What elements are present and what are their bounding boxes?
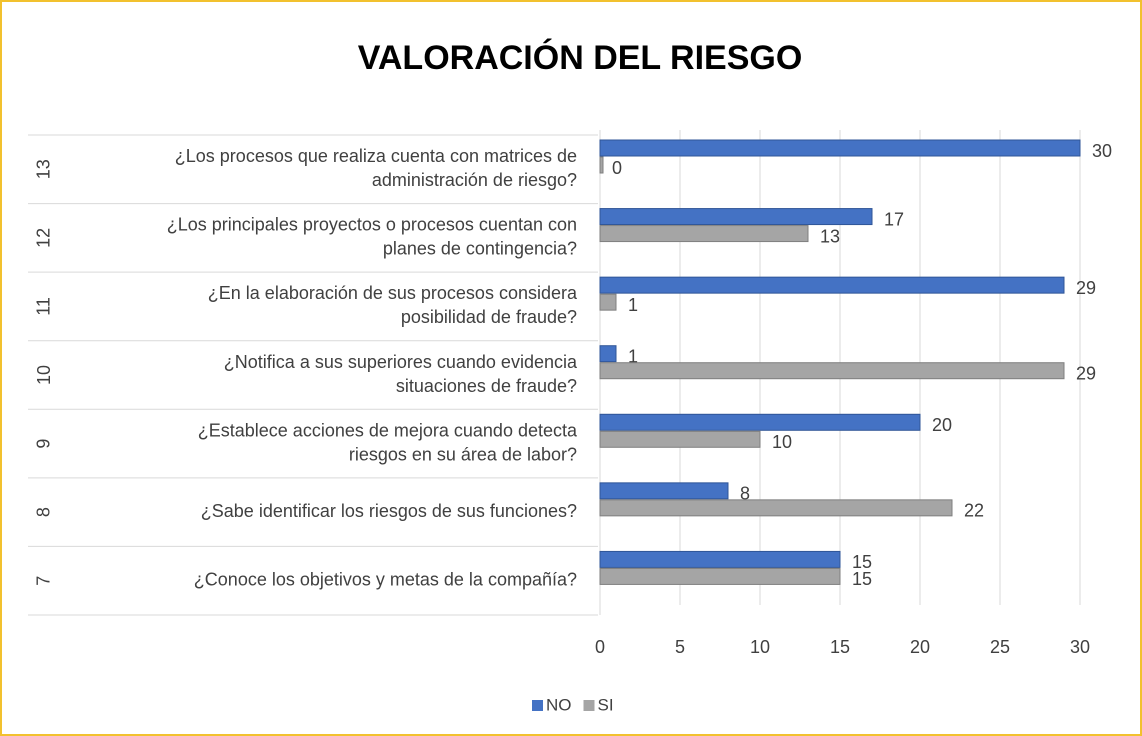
data-label: 15 <box>852 569 872 589</box>
x-tick-label: 0 <box>595 637 605 657</box>
legend-label: NO <box>546 695 572 714</box>
category-number: 11 <box>34 297 54 316</box>
category-label: ¿Sabe identificar los riesgos de sus fun… <box>201 501 577 521</box>
data-label: 1 <box>628 295 638 315</box>
x-tick-label: 5 <box>675 637 685 657</box>
category-label: ¿Notifica a sus superiores cuando eviden… <box>224 352 578 372</box>
bar <box>599 550 841 568</box>
category-label: ¿Los procesos que realiza cuenta con mat… <box>175 146 577 166</box>
category-number: 7 <box>34 576 54 586</box>
bar <box>599 345 617 363</box>
x-tick-label: 30 <box>1070 637 1090 657</box>
category-number: 8 <box>34 507 54 517</box>
category-label: ¿Conoce los objetivos y metas de la comp… <box>194 569 577 589</box>
legend-swatch <box>532 700 543 711</box>
bar <box>599 208 873 226</box>
data-label: 13 <box>820 226 840 246</box>
x-tick-label: 15 <box>830 637 850 657</box>
category-label: ¿Los principales proyectos o procesos cu… <box>167 215 577 235</box>
bar <box>599 413 921 431</box>
x-tick-label: 25 <box>990 637 1010 657</box>
chart-title: VALORACIÓN DEL RIESGO <box>358 39 803 77</box>
category-label: riesgos en su área de labor? <box>349 444 577 464</box>
data-label: 29 <box>1076 363 1096 383</box>
bar <box>599 156 604 174</box>
category-label: situaciones de fraude? <box>396 376 577 396</box>
bar <box>599 139 1081 157</box>
category-number: 10 <box>34 365 54 385</box>
bar <box>599 276 1065 294</box>
x-tick-label: 10 <box>750 637 770 657</box>
data-label: 17 <box>884 209 904 229</box>
category-label: planes de contingencia? <box>383 239 577 259</box>
bar <box>599 430 761 448</box>
bar <box>599 362 1065 380</box>
x-tick-label: 20 <box>910 637 930 657</box>
category-number: 13 <box>34 159 54 179</box>
category-label: administración de riesgo? <box>372 170 577 190</box>
legend-label: SI <box>598 695 614 714</box>
bar <box>599 225 809 243</box>
data-label: 22 <box>964 501 984 521</box>
data-label: 0 <box>612 158 622 178</box>
data-label: 30 <box>1092 141 1112 161</box>
bar <box>599 567 841 585</box>
bar <box>599 482 729 500</box>
data-label: 1 <box>628 346 638 366</box>
legend-swatch <box>583 700 595 711</box>
data-label: 8 <box>740 484 750 504</box>
category-label: posibilidad de fraude? <box>401 307 577 327</box>
data-label: 20 <box>932 415 952 435</box>
category-number: 12 <box>34 228 54 248</box>
bar <box>599 293 617 311</box>
category-label: ¿En la elaboración de sus procesos consi… <box>208 283 578 303</box>
category-label: ¿Establece acciones de mejora cuando det… <box>198 420 578 440</box>
data-label: 29 <box>1076 278 1096 298</box>
bar <box>599 499 953 517</box>
data-label: 10 <box>772 432 792 452</box>
category-number: 9 <box>34 439 54 449</box>
data-label: 15 <box>852 552 872 572</box>
